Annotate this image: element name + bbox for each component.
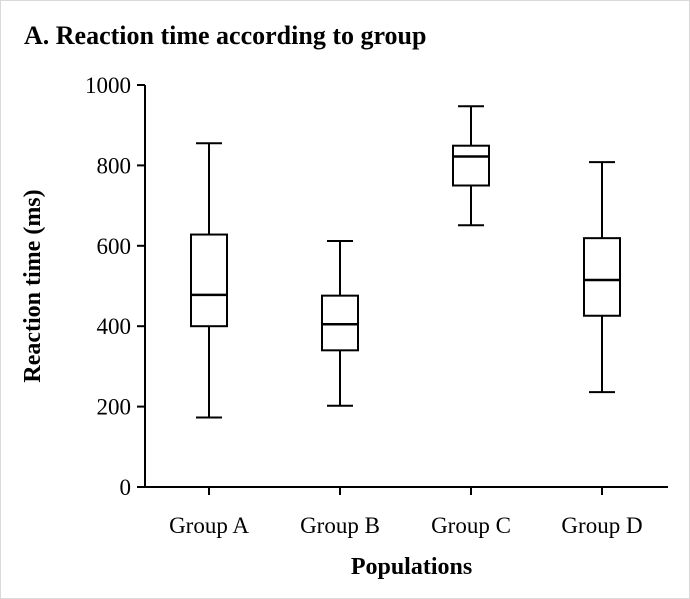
y-tick-label: 600 [97,234,132,259]
y-tick-label: 800 [97,153,132,178]
iqr-box [583,237,621,317]
x-tick-label: Group D [561,513,642,538]
box-series [190,105,621,419]
box-group-group-c [452,105,490,227]
chart-title: A. Reaction time according to group [24,21,427,50]
y-axis-title: Reaction time (ms) [20,189,46,382]
y-tick-label: 400 [97,314,132,339]
y-axis: 0 200 400 600 800 1000 [85,73,146,500]
box-group-group-a [190,142,228,419]
x-tick-label: Group B [300,513,380,538]
box-group-group-d [583,161,621,394]
x-tick-label: Group C [431,513,511,538]
x-tick-label: Group A [169,513,249,538]
x-axis: Group A Group B Group C Group D [145,486,668,538]
iqr-box [452,144,490,187]
x-axis-title: Populations [351,554,472,580]
y-tick-label: 200 [97,395,132,420]
iqr-box [190,233,228,328]
box-group-group-b [321,239,359,407]
y-tick-label: 0 [120,475,132,500]
y-tick-label: 1000 [85,73,131,98]
